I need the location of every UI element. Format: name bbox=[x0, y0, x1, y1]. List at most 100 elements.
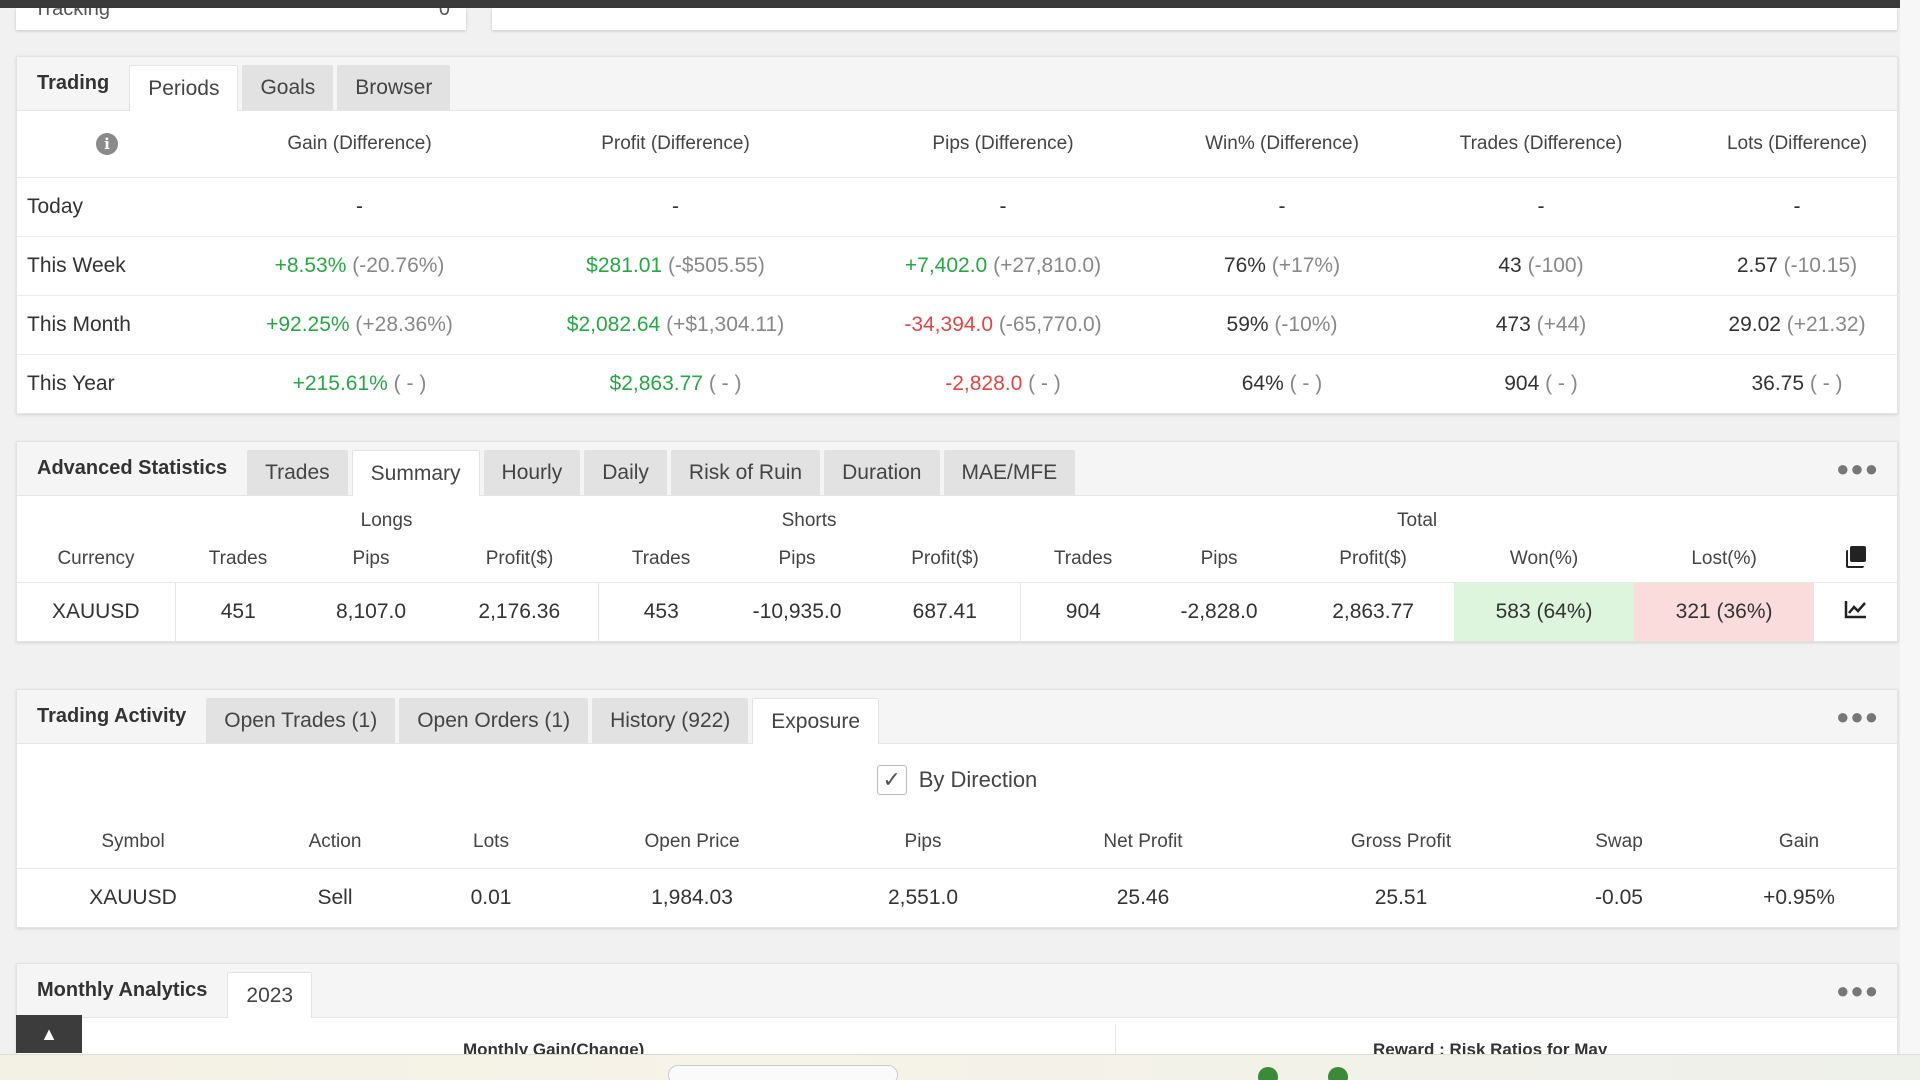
taskbar-strip bbox=[0, 1054, 1920, 1080]
taskbar-app-icon[interactable] bbox=[1258, 1067, 1278, 1080]
group-total: Total bbox=[1397, 510, 1438, 531]
cell-value: 29.02 bbox=[1728, 312, 1781, 336]
exposure-table: Symbol Action Lots Open Price Pips Net P… bbox=[17, 816, 1899, 927]
cell-value: 36.75 bbox=[1751, 371, 1805, 395]
cell-long-profit: 2,176.36 bbox=[441, 582, 599, 641]
table-cell: 64% ( - ) bbox=[1177, 354, 1387, 413]
more-dots-icon[interactable]: ●●● bbox=[1836, 704, 1879, 729]
cell-value: +8.53% bbox=[274, 253, 347, 277]
copy-icon[interactable] bbox=[1845, 545, 1866, 568]
tab-summary[interactable]: Summary bbox=[351, 450, 480, 496]
col-header: Lots bbox=[421, 816, 561, 869]
periods-table: i Gain (Difference) Profit (Difference) … bbox=[17, 111, 1899, 413]
cell-value: +215.61% bbox=[292, 371, 388, 395]
tab-browser[interactable]: Browser bbox=[337, 65, 451, 110]
tab-periods[interactable]: Periods bbox=[129, 65, 239, 111]
chevron-up-icon: ▲ bbox=[40, 1023, 58, 1044]
line-chart-icon[interactable] bbox=[1844, 599, 1868, 619]
periods-header-row: i Gain (Difference) Profit (Difference) … bbox=[17, 111, 1899, 178]
cell-lost: 321 (36%) bbox=[1634, 582, 1815, 641]
col-header: Action bbox=[249, 816, 421, 869]
cell-difference: (+28.36%) bbox=[355, 312, 453, 336]
tab-goals[interactable]: Goals bbox=[242, 65, 334, 110]
more-dots-icon[interactable]: ●●● bbox=[1836, 978, 1879, 1003]
cell-value: - bbox=[1278, 194, 1286, 218]
taskbar-app-icon[interactable] bbox=[1328, 1067, 1348, 1080]
copy-cell bbox=[1814, 536, 1898, 583]
tab-open-trades[interactable]: Open Trades (1) bbox=[206, 698, 396, 743]
tab-trading[interactable]: Trading bbox=[37, 72, 110, 94]
group-longs: Longs bbox=[360, 510, 413, 531]
tab-daily[interactable]: Daily bbox=[584, 450, 667, 495]
table-cell: 43 (-100) bbox=[1387, 236, 1695, 296]
cell-difference: ( - ) bbox=[1289, 371, 1323, 395]
cell-value: 2.57 bbox=[1736, 253, 1778, 277]
col-header: Symbol bbox=[17, 816, 249, 869]
table-cell: - bbox=[1695, 177, 1899, 237]
cell-long-pips: 8,107.0 bbox=[335, 599, 407, 623]
table-row: This Week +8.53% (-20.76%) $281.01 (-$505.… bbox=[17, 236, 1899, 296]
browser-top-bar bbox=[0, 0, 1920, 8]
tab-history[interactable]: History (922) bbox=[592, 698, 749, 743]
cell-swap: -0.05 bbox=[1595, 885, 1643, 909]
cell-difference: ( - ) bbox=[1809, 371, 1843, 395]
tab-hourly[interactable]: Hourly bbox=[483, 450, 581, 495]
col-header: Lots (Difference) bbox=[1695, 111, 1899, 178]
col-header: Trades (Difference) bbox=[1387, 111, 1695, 178]
cell-gross-profit: 25.51 bbox=[1374, 885, 1428, 909]
col-header: Lost(%) bbox=[1634, 536, 1815, 583]
table-row: This Month +92.25% (+28.36%) $2,082.64 (+$… bbox=[17, 295, 1899, 355]
tab-open-orders[interactable]: Open Orders (1) bbox=[399, 698, 589, 743]
tab-duration[interactable]: Duration bbox=[824, 450, 940, 495]
cell-difference: ( - ) bbox=[393, 371, 427, 395]
cell-value: 43 bbox=[1498, 253, 1522, 277]
cell-lots: 0.01 bbox=[470, 885, 512, 909]
cell-total-profit: 2,863.77 bbox=[1332, 599, 1414, 623]
tab-mae-mfe[interactable]: MAE/MFE bbox=[943, 450, 1076, 495]
tab-exposure[interactable]: Exposure bbox=[752, 698, 880, 744]
cell-short-pips: -10,935.0 bbox=[752, 599, 842, 623]
tab-year-2023[interactable]: 2023 bbox=[227, 972, 313, 1018]
cell-difference: ( - ) bbox=[708, 371, 742, 395]
more-dots-icon[interactable]: ●●● bbox=[1836, 456, 1879, 481]
tab-trades[interactable]: Trades bbox=[247, 450, 348, 495]
check-icon: ✓ bbox=[882, 767, 901, 792]
col-header: Gain bbox=[1699, 816, 1899, 869]
cell-value: 904 bbox=[1504, 371, 1540, 395]
page-scrollbar[interactable] bbox=[1900, 0, 1920, 1054]
cell-difference: (-$505.55) bbox=[667, 253, 765, 277]
table-cell: -2,828.0 ( - ) bbox=[829, 354, 1177, 413]
table-cell: 36.75 ( - ) bbox=[1695, 354, 1899, 413]
col-header: Win% (Difference) bbox=[1177, 111, 1387, 178]
taskbar-search[interactable] bbox=[668, 1065, 898, 1080]
table-row: XAUUSD 451 8,107.0 2,176.36 453 -10,935.… bbox=[17, 582, 1897, 641]
cell-value: $2,082.64 bbox=[566, 312, 661, 336]
tab-risk-of-ruin[interactable]: Risk of Ruin bbox=[670, 450, 821, 495]
advanced-statistics-title: Advanced Statistics bbox=[37, 457, 228, 479]
cell-value: -34,394.0 bbox=[904, 312, 994, 336]
table-cell: 2.57 (-10.15) bbox=[1695, 236, 1899, 296]
table-row: This Year +215.61% ( - ) $2,863.77 ( - ) -2… bbox=[17, 354, 1899, 413]
col-header: Profit (Difference) bbox=[522, 111, 829, 178]
chart-cell bbox=[1814, 582, 1897, 641]
periods-panel: Trading Periods Goals Browser i Gain (Di… bbox=[16, 56, 1899, 414]
trading-activity-title: Trading Activity bbox=[37, 705, 187, 727]
scroll-to-top-button[interactable]: ▲ bbox=[16, 1015, 82, 1053]
cell-value: $281.01 bbox=[586, 253, 663, 277]
row-label: This Month bbox=[17, 295, 197, 355]
cell-value: $2,863.77 bbox=[609, 371, 703, 395]
reward-risk-subtitle: Reward : Risk Ratios for May bbox=[1373, 1040, 1608, 1058]
monthly-gain-subtitle: Monthly Gain(Change) bbox=[463, 1040, 645, 1058]
by-direction-toggle: ✓ By Direction bbox=[17, 744, 1897, 816]
col-header: Pips bbox=[301, 536, 441, 583]
row-label: Today bbox=[17, 177, 197, 237]
col-header: Currency bbox=[17, 536, 175, 583]
monthly-analytics-title: Monthly Analytics bbox=[37, 979, 208, 1001]
col-header: Pips bbox=[724, 536, 871, 583]
info-icon[interactable]: i bbox=[96, 132, 118, 155]
cell-value: +7,402.0 bbox=[904, 253, 988, 277]
by-direction-checkbox[interactable]: ✓ bbox=[876, 765, 907, 795]
cell-value: - bbox=[999, 194, 1007, 218]
cell-difference: (-65,770.0) bbox=[998, 312, 1102, 336]
cell-symbol: XAUUSD bbox=[89, 885, 177, 909]
